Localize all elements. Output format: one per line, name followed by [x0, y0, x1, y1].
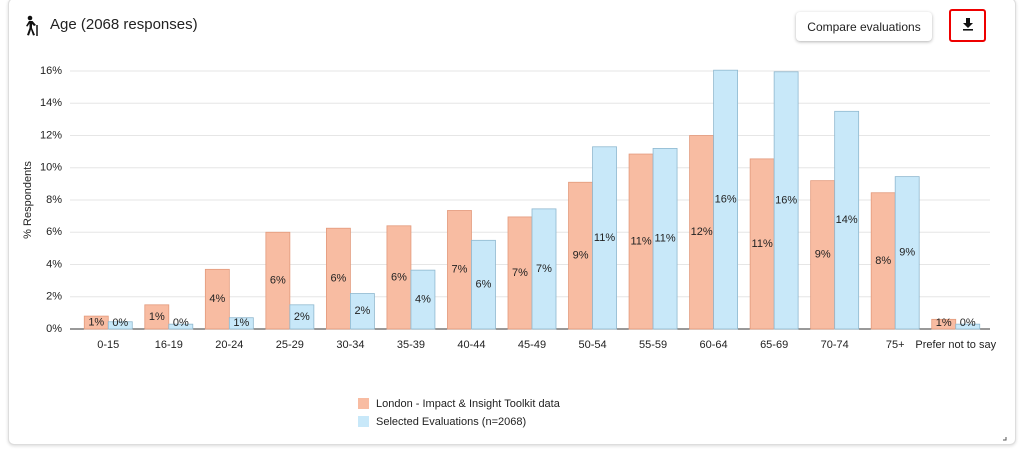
- data-label: 16%: [715, 194, 737, 206]
- x-tick-label: 35-39: [397, 339, 425, 351]
- data-label: 1%: [88, 316, 104, 328]
- walker-icon: [26, 15, 38, 36]
- data-label: 12%: [691, 226, 713, 238]
- x-tick-label: 45-49: [518, 339, 546, 351]
- data-label: 9%: [815, 249, 831, 261]
- download-icon: [962, 18, 973, 31]
- data-label: 6%: [330, 273, 346, 285]
- bar: [410, 269, 436, 330]
- x-tick-label: 60-64: [700, 339, 728, 351]
- data-label: 8%: [875, 255, 891, 267]
- x-tick-label: 40-44: [457, 339, 485, 351]
- data-label: 7%: [512, 267, 528, 279]
- y-tick-label: 4%: [46, 258, 62, 270]
- bar: [107, 321, 133, 330]
- data-label: 6%: [476, 279, 492, 291]
- y-tick-label: 14%: [40, 97, 62, 109]
- bar: [507, 216, 533, 330]
- bar: [168, 323, 194, 330]
- bar: [447, 210, 472, 330]
- data-label: 1%: [233, 317, 249, 329]
- data-label: 14%: [836, 214, 858, 226]
- bar: [689, 135, 714, 330]
- bar: [265, 231, 291, 330]
- data-label: 4%: [209, 293, 225, 305]
- data-label: 0%: [112, 317, 128, 329]
- bar: [228, 317, 254, 330]
- data-label: 9%: [899, 247, 915, 259]
- data-label: 11%: [594, 232, 615, 244]
- data-label: 1%: [936, 317, 952, 329]
- bar: [531, 208, 557, 330]
- panel-title: Age (2068 responses): [50, 16, 198, 33]
- bar: [652, 147, 678, 330]
- data-label: 16%: [775, 194, 797, 206]
- y-tick-label: 8%: [46, 194, 62, 206]
- y-tick-label: 2%: [46, 291, 62, 303]
- y-tick-label: 12%: [40, 129, 62, 141]
- x-tick-label: 50-54: [578, 339, 606, 351]
- x-tick-label: 30-34: [336, 339, 364, 351]
- legend-label: London - Impact & Insight Toolkit data: [376, 398, 561, 410]
- data-label: 7%: [536, 263, 552, 275]
- bar: [628, 153, 654, 330]
- legend-swatch: [358, 398, 369, 409]
- bar: [349, 293, 375, 330]
- y-tick-label: 6%: [46, 226, 62, 238]
- x-tick-label: 75+: [886, 339, 905, 351]
- data-label: 6%: [270, 275, 286, 287]
- data-label: 2%: [354, 305, 370, 317]
- resize-handle: [1003, 437, 1007, 441]
- data-label: 9%: [573, 250, 589, 262]
- legend-label: Selected Evaluations (n=2068): [376, 416, 526, 428]
- bar: [810, 180, 836, 330]
- bar: [289, 304, 315, 330]
- x-tick-label: 25-29: [276, 339, 304, 351]
- bar: [749, 158, 775, 330]
- data-label: 1%: [149, 311, 165, 323]
- x-tick-label: Prefer not to say: [915, 339, 996, 351]
- bar: [894, 176, 920, 330]
- legend-swatch: [358, 416, 369, 427]
- bar: [834, 110, 860, 330]
- x-tick-label: 55-59: [639, 339, 667, 351]
- data-label: 0%: [173, 317, 189, 329]
- x-tick-label: 70-74: [821, 339, 849, 351]
- bar: [955, 323, 981, 330]
- bar: [144, 304, 170, 330]
- bar: [325, 227, 351, 330]
- x-tick-label: 65-69: [760, 339, 788, 351]
- y-tick-label: 10%: [40, 162, 62, 174]
- bar: [713, 69, 738, 330]
- data-label: 0%: [960, 317, 976, 329]
- y-tick-label: 16%: [40, 65, 62, 77]
- data-label: 11%: [630, 235, 651, 247]
- data-label: 11%: [654, 233, 675, 245]
- data-label: 6%: [391, 271, 407, 283]
- data-label: 2%: [294, 311, 310, 323]
- x-tick-label: 16-19: [155, 339, 183, 351]
- bar: [592, 146, 617, 330]
- bar: [471, 239, 496, 330]
- bar: [386, 225, 412, 330]
- data-label: 7%: [452, 264, 468, 276]
- x-tick-label: 0-15: [97, 339, 119, 351]
- bar: [870, 192, 896, 330]
- bar: [204, 268, 230, 330]
- data-label: 4%: [415, 293, 431, 305]
- bar: [568, 181, 593, 330]
- bar: [773, 71, 799, 330]
- download-button[interactable]: [949, 9, 986, 42]
- y-axis-title: % Respondents: [22, 161, 34, 239]
- y-tick-label: 0%: [46, 323, 62, 335]
- compare-button[interactable]: Compare evaluations: [796, 12, 932, 41]
- x-tick-label: 20-24: [215, 339, 243, 351]
- data-label: 11%: [752, 238, 773, 250]
